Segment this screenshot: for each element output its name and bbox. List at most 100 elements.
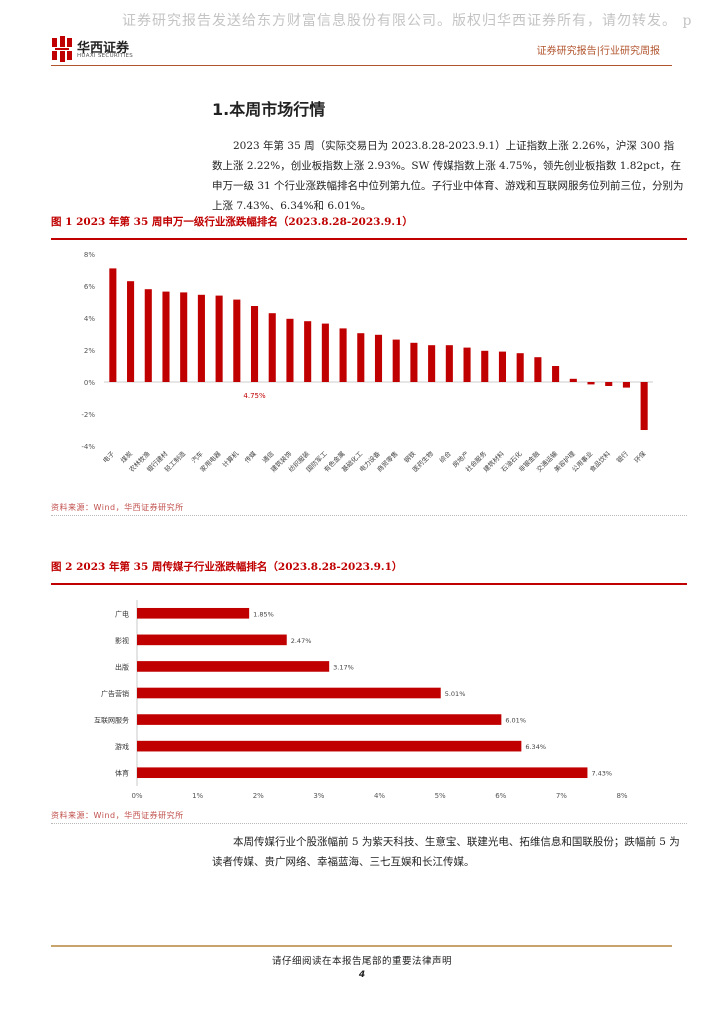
bar (137, 634, 287, 646)
x-tick-label: 1% (192, 792, 203, 800)
stock-movers-text: 本周传媒行业个股涨幅前 5 为紫天科技、生意宝、联建光电、拓维信息和国联股份；跌… (212, 836, 680, 868)
footer-divider (51, 945, 672, 947)
bar (481, 350, 489, 382)
bar (587, 382, 595, 385)
bar (374, 334, 383, 382)
bar (137, 714, 502, 725)
figure1-top-rule (51, 238, 687, 240)
y-tick-label: 6% (84, 283, 95, 291)
bar (498, 351, 507, 382)
data-label: 3.17% (333, 663, 354, 671)
data-label: 7.43% (591, 770, 612, 778)
x-tick-label: 0% (131, 792, 142, 800)
y-tick-label: -4% (81, 443, 95, 451)
data-label: 2.47% (291, 637, 312, 645)
figure2-chart: 广电 1.85% 影视 2.47% 出版 3.17% 广告营销 5.01% 互联网服务 6.01%… (94, 600, 628, 800)
bar (180, 292, 188, 382)
bar (250, 306, 259, 382)
category-label: 广电 (115, 609, 129, 618)
brand-name-cn: 华西证券 (77, 41, 130, 56)
bar (233, 299, 241, 382)
bar (215, 295, 223, 382)
category-label: 体育 (115, 769, 129, 778)
x-tick-label: 8% (616, 792, 627, 800)
bar (516, 353, 524, 382)
legal-disclaimer-notice: 请仔细阅读在本报告尾部的重要法律声明 (271, 956, 452, 967)
bar (137, 661, 330, 672)
bar (304, 321, 312, 382)
header-divider (51, 65, 672, 66)
x-tick-label: 2% (253, 792, 264, 800)
x-tick-label: 5% (435, 792, 446, 800)
data-label: 6.01% (505, 717, 526, 725)
brand-name-en: HUAXI SECURITIES (77, 53, 134, 59)
category-label: 出版 (115, 662, 129, 671)
market-summary-text: 2023 年第 35 周（实际交易日为 2023.8.28-2023.9.1）上… (212, 140, 684, 212)
figure2-title: 图 2 2023 年第 35 周传媒子行业涨跌幅排名（2023.8.28-202… (51, 561, 403, 573)
category-label: 游戏 (115, 742, 129, 751)
bar (197, 294, 205, 382)
bar (428, 345, 436, 382)
y-tick-label: 2% (84, 347, 95, 355)
bar (109, 268, 117, 382)
bar (605, 382, 613, 386)
section-title: 1.本周市场行情 (212, 100, 326, 119)
bar (392, 339, 400, 382)
figure2-bottom-rule (51, 823, 687, 824)
bar (463, 347, 471, 382)
x-tick-label: 电子 (101, 449, 117, 465)
bar (410, 342, 418, 382)
category-label: 影视 (115, 636, 129, 645)
bar (127, 281, 135, 382)
bar (640, 382, 648, 430)
bar (268, 313, 276, 382)
bar (552, 366, 560, 382)
x-tick-label: 汽车 (189, 449, 205, 465)
data-label: 6.34% (525, 743, 546, 751)
bar (137, 767, 588, 779)
x-tick-label: 银行 (614, 449, 630, 465)
report-type-label: 证券研究报告|行业研究周报 (536, 46, 660, 57)
x-tick-label: 综合 (437, 449, 453, 465)
bar (286, 318, 294, 382)
figure1-bottom-rule (51, 515, 687, 516)
figure1-title: 图 1 2023 年第 35 周申万一级行业涨跌幅排名（2023.8.28-20… (51, 216, 413, 228)
x-tick-label: 3% (313, 792, 324, 800)
bar (622, 382, 630, 388)
page-number: 4 (358, 970, 366, 980)
brand-logo: 华西证券 HUAXI SECURITIES (51, 36, 161, 64)
bar (534, 357, 542, 382)
y-tick-label: 0% (84, 379, 95, 387)
category-label: 广告营销 (101, 689, 129, 698)
x-tick-label: 通信 (260, 449, 276, 465)
x-tick-label: 6% (495, 792, 506, 800)
bar (144, 289, 152, 382)
x-tick-label: 煤炭 (118, 449, 134, 465)
bar (162, 291, 170, 382)
x-tick-label: 7% (556, 792, 567, 800)
market-summary-paragraph: 2023 年第 35 周（实际交易日为 2023.8.28-2023.9.1）上… (212, 136, 684, 216)
stock-movers-paragraph: 本周传媒行业个股涨幅前 5 为紫天科技、生意宝、联建光电、拓维信息和国联股份；跌… (212, 832, 684, 872)
y-tick-label: 8% (84, 251, 95, 259)
x-tick-label: 4% (374, 792, 385, 800)
figure2-top-rule (51, 583, 687, 585)
y-tick-label: -2% (81, 411, 95, 419)
data-label: 1.85% (253, 610, 274, 618)
bar (137, 687, 441, 699)
data-label: 5.01% (445, 690, 466, 698)
bar (445, 345, 453, 382)
y-tick-label: 4% (84, 315, 95, 323)
x-tick-label: 钢铁 (402, 449, 418, 465)
bar (569, 378, 577, 382)
bar (137, 740, 522, 752)
figure2-source: 资料来源：Wind，华西证券研究所 (51, 811, 184, 820)
bar (357, 333, 365, 382)
highlight-data-label: 4.75% (243, 392, 266, 400)
x-tick-label: 计算机 (220, 449, 241, 470)
bar (137, 607, 250, 619)
bar (339, 328, 347, 382)
x-tick-label: 传媒 (242, 449, 258, 465)
huaxi-logo-icon (52, 36, 72, 62)
figure1-source: 资料来源：Wind，华西证券研究所 (51, 503, 184, 512)
